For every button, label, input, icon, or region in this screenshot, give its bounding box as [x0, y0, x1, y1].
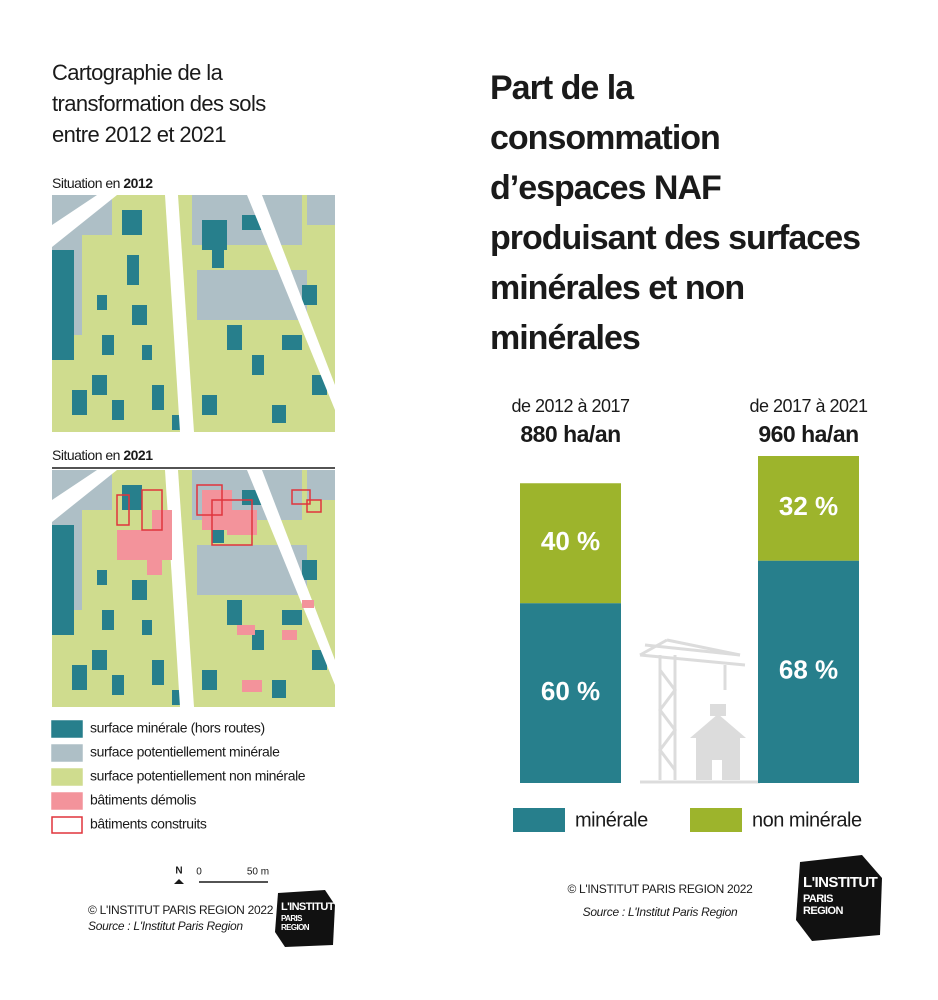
category-label: de 2017 à 2021 [749, 396, 868, 416]
credit: © L'INSTITUT PARIS REGION 2022 [567, 882, 753, 896]
chart-title: Part de la consommation d’espaces NAF produ… [490, 69, 861, 357]
bar-segment [520, 483, 621, 604]
map-label-year: 2021 [123, 447, 153, 463]
house-icon [690, 704, 746, 780]
credit: © L'INSTITUT PARIS REGION 2022 [88, 903, 274, 917]
map-2012 [52, 195, 335, 432]
legend-label: bâtiments construits [90, 816, 207, 832]
logo-text: REGION [281, 923, 310, 932]
map-label-text: Situation en [52, 447, 120, 463]
legend-swatch [51, 744, 83, 762]
map-label-text: Situation en [52, 175, 120, 191]
chart-title-line: Part de la [490, 69, 635, 107]
map-title: entre 2012 et 2021 [52, 122, 226, 147]
value-label: 40 % [541, 526, 600, 556]
legend-swatch [51, 768, 83, 786]
value-label: 32 % [779, 491, 838, 521]
map-label: Situation en 2021 [52, 447, 153, 463]
bar-segment [758, 560, 859, 783]
chart-title-line: produisant des surfaces [490, 219, 860, 257]
bar-segment [520, 603, 621, 783]
map-legend: surface minérale (hors routes) surface po… [51, 720, 306, 834]
map-title: Cartographie de la [52, 60, 224, 85]
bar-segment [758, 456, 859, 561]
legend-swatch [690, 808, 742, 832]
legend-label: surface potentiellement minérale [90, 744, 280, 760]
north-arrow [174, 879, 184, 884]
total-label: 960 ha/an [758, 421, 858, 447]
logo-text: L'INSTITUT [281, 901, 335, 913]
map-title: transformation des sols [52, 91, 266, 116]
scale-end: 50 m [247, 867, 269, 878]
map-label-year: 2012 [123, 175, 153, 191]
logo [275, 890, 335, 947]
legend-label: surface potentiellement non minérale [90, 768, 306, 784]
logo-text: L'INSTITUT [803, 874, 878, 891]
chart: de 2012 à 2017 880 ha/an 60 % 40 % de 2017 à… [511, 396, 869, 832]
value-label: 68 % [779, 655, 838, 685]
chart-title-line: minérales [490, 319, 640, 357]
source: Source : L'Institut Paris Region [88, 919, 243, 933]
legend-label: minérale [575, 809, 648, 831]
north-label: N [175, 866, 182, 877]
logo-text: REGION [803, 905, 843, 917]
source: Source : L'Institut Paris Region [583, 905, 738, 919]
chart-title-line: d’espaces NAF [490, 169, 721, 207]
chart-title-line: consommation [490, 119, 720, 157]
legend-swatch [51, 792, 83, 810]
map-2021 [52, 470, 335, 707]
legend-label: bâtiments démolis [90, 792, 196, 808]
scale-start: 0 [196, 867, 202, 878]
logo-text: PARIS [803, 893, 833, 905]
map-label: Situation en 2012 [52, 175, 153, 191]
value-label: 60 % [541, 676, 600, 706]
legend-swatch [51, 816, 83, 834]
total-label: 880 ha/an [520, 421, 620, 447]
crane-icon [639, 638, 760, 784]
category-label: de 2012 à 2017 [511, 396, 630, 416]
chart-title-line: minérales et non [490, 269, 744, 307]
legend-swatch [513, 808, 565, 832]
legend-swatch [51, 720, 83, 738]
logo-text: PARIS [281, 914, 303, 923]
legend-label: surface minérale (hors routes) [90, 720, 265, 736]
logo [796, 855, 882, 941]
legend-label: non minérale [752, 809, 862, 831]
